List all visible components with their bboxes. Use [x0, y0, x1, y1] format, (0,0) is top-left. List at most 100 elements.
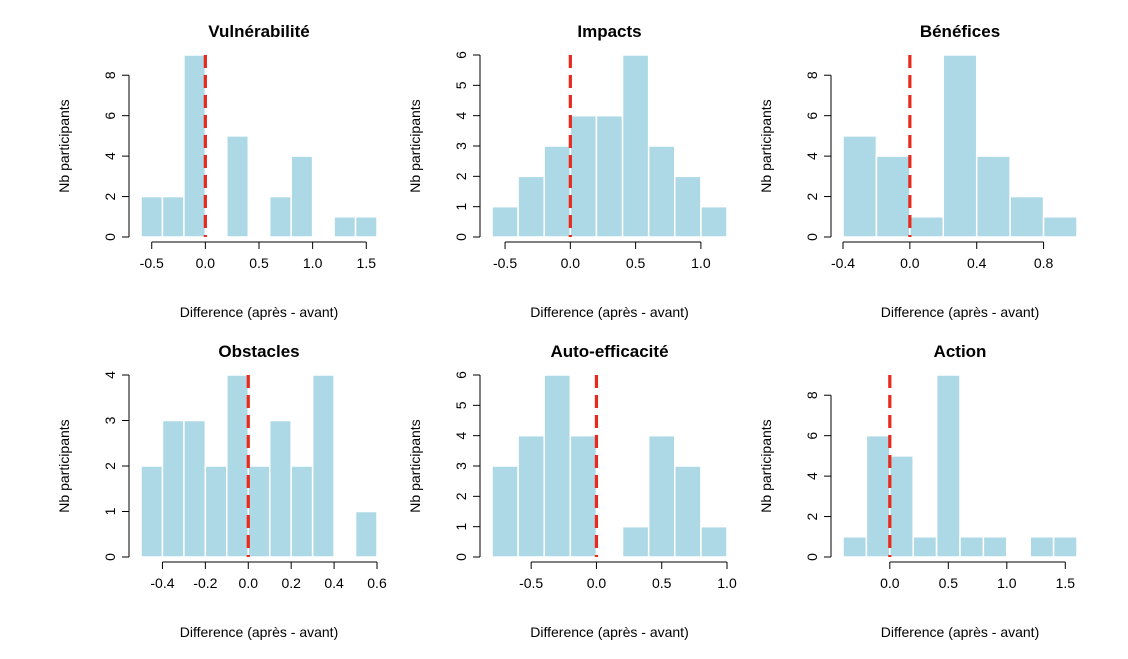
- x-tick-label: 0.0: [196, 255, 216, 271]
- histogram-bar: [491, 465, 519, 558]
- histogram-bar: [333, 216, 357, 238]
- histogram-bar: [247, 465, 271, 558]
- histogram-bar: [982, 536, 1008, 558]
- histogram-bar: [842, 135, 878, 238]
- histogram-bar: [889, 455, 914, 558]
- y-tick-label: 5: [453, 401, 469, 409]
- y-tick-label: 8: [804, 391, 820, 399]
- histogram-bar: [226, 135, 250, 238]
- histogram-bar: [595, 114, 624, 238]
- y-tick-label: 0: [804, 233, 820, 241]
- y-tick-label: 1: [453, 523, 469, 531]
- y-tick-label: 6: [804, 432, 820, 440]
- histogram-bar: [204, 465, 228, 558]
- panel-title: Action: [934, 342, 987, 361]
- panel-0: -0.5 0.0 0.5 1.0 1.5 0 2 4 6 8 Vulnérabilité Differ…: [56, 22, 378, 320]
- histogram-bar: [543, 145, 572, 238]
- x-axis-label: Difference (après - avant): [530, 304, 688, 320]
- y-tick-label: 4: [102, 152, 118, 160]
- panel-4: -0.5 0.0 0.5 1.0 0 1 2 3 4 5 6 Auto-efficacité Diffe…: [407, 342, 737, 640]
- histogram-bar: [1042, 216, 1078, 238]
- histogram-bar: [517, 175, 545, 238]
- y-tick-label: 6: [102, 112, 118, 120]
- y-tick-label: 1: [102, 507, 118, 515]
- x-tick-label: -0.5: [140, 255, 164, 271]
- histogram-bar: [183, 419, 207, 558]
- y-axis-label: Nb participants: [407, 419, 423, 512]
- histogram-bar: [975, 155, 1011, 238]
- y-tick-label: 2: [804, 192, 820, 200]
- histogram-bar: [311, 374, 335, 558]
- y-tick-label: 8: [102, 71, 118, 79]
- y-tick-label: 3: [453, 142, 469, 150]
- histogram-bar: [912, 536, 938, 558]
- panel-title: Impacts: [577, 22, 641, 41]
- histogram-bar: [226, 374, 250, 558]
- histogram-bar: [543, 374, 572, 558]
- histogram-bar: [621, 525, 650, 558]
- histogram-bar: [865, 434, 891, 558]
- y-axis-label: Nb participants: [56, 419, 72, 512]
- x-tick-label: 1.0: [717, 575, 737, 591]
- panel-title: Auto-efficacité: [550, 342, 668, 361]
- histogram-bar: [491, 205, 519, 238]
- histogram-bar: [354, 216, 378, 238]
- histogram-bar: [290, 155, 314, 238]
- panel-title: Obstacles: [218, 342, 299, 361]
- y-tick-label: 4: [453, 112, 469, 120]
- histogram-bar: [621, 54, 650, 238]
- x-tick-label: 0.0: [239, 575, 259, 591]
- y-tick-label: 3: [102, 416, 118, 424]
- histogram-bar: [674, 175, 702, 238]
- y-tick-label: 0: [102, 553, 118, 561]
- x-tick-label: 0.0: [561, 255, 581, 271]
- histogram-bar: [942, 54, 978, 238]
- x-axis-label: Difference (après - avant): [881, 624, 1039, 640]
- histogram-bar: [1029, 536, 1055, 558]
- histogram-bar: [268, 419, 292, 558]
- histogram-bar: [647, 145, 676, 238]
- x-tick-label: 1.0: [691, 255, 711, 271]
- histogram-bar: [183, 54, 207, 238]
- y-tick-label: 2: [804, 512, 820, 520]
- x-tick-label: -0.4: [831, 255, 855, 271]
- panel-title: Bénéfices: [920, 22, 1000, 41]
- x-axis-label: Difference (après - avant): [881, 304, 1039, 320]
- y-tick-label: 0: [102, 233, 118, 241]
- y-tick-label: 0: [453, 233, 469, 241]
- y-tick-label: 2: [102, 462, 118, 470]
- x-tick-label: 0.6: [367, 575, 387, 591]
- histogram-bar: [842, 536, 868, 558]
- histogram-bar: [674, 465, 702, 558]
- y-tick-label: 4: [102, 371, 118, 379]
- panel-5: 0.0 0.5 1.0 1.5 0 2 4 6 8 Action Difference (après…: [758, 342, 1078, 640]
- y-tick-label: 0: [804, 553, 820, 561]
- y-tick-label: 4: [804, 152, 820, 160]
- x-tick-label: -0.4: [150, 575, 174, 591]
- histogram-bar: [140, 465, 164, 558]
- x-tick-label: -0.5: [493, 255, 517, 271]
- histogram-bar: [959, 536, 985, 558]
- y-tick-label: 4: [804, 472, 820, 480]
- y-axis-label: Nb participants: [407, 99, 423, 192]
- x-axis-label: Difference (après - avant): [180, 624, 338, 640]
- histogram-bar: [268, 195, 292, 238]
- x-tick-label: 0.0: [880, 575, 900, 591]
- y-tick-label: 5: [453, 81, 469, 89]
- y-tick-label: 4: [453, 432, 469, 440]
- histogram-bar: [354, 510, 378, 558]
- y-axis-label: Nb participants: [758, 419, 774, 512]
- histogram-bar: [161, 419, 185, 558]
- y-axis-label: Nb participants: [56, 99, 72, 192]
- x-tick-label: 1.0: [303, 255, 323, 271]
- histogram-bar: [517, 434, 545, 558]
- panel-2: -0.4 0.0 0.4 0.8 0 2 4 6 8 Bénéfices Difference (a…: [758, 22, 1078, 320]
- histogram-bar: [647, 434, 676, 558]
- y-axis-label: Nb participants: [758, 99, 774, 192]
- x-axis-label: Difference (après - avant): [180, 304, 338, 320]
- x-tick-label: 1.0: [997, 575, 1017, 591]
- y-tick-label: 1: [453, 203, 469, 211]
- x-axis-label: Difference (après - avant): [530, 624, 688, 640]
- histogram-bar: [909, 216, 945, 238]
